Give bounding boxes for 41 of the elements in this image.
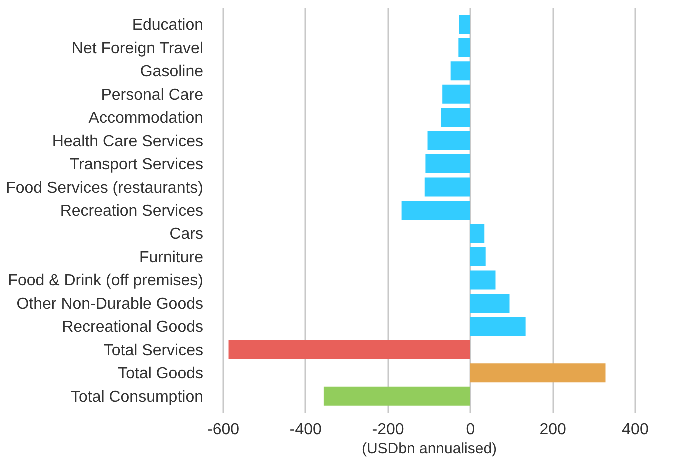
x-axis-title: (USDbn annualised): [362, 440, 498, 458]
y-tick-label: Food Services (restaurants): [6, 180, 204, 197]
bar: [470, 270, 496, 290]
x-tick-label: 400: [622, 422, 649, 438]
bar: [470, 247, 486, 266]
bar: [428, 131, 470, 150]
bar: [470, 364, 606, 383]
bar: [441, 108, 470, 128]
y-tick-label: Total Consumption: [70, 388, 204, 406]
bar: [459, 15, 470, 34]
y-tick-label: Education: [132, 17, 204, 34]
x-tick-label: -200: [372, 422, 404, 438]
bar: [450, 62, 470, 81]
y-tick-label: Transport Services: [70, 156, 204, 174]
bar: [426, 154, 470, 174]
bar: [424, 178, 470, 197]
bar: [442, 84, 470, 104]
bar: [470, 294, 510, 313]
y-tick-label: Net Foreign Travel: [72, 40, 204, 58]
y-tick-label: Accommodation: [88, 110, 204, 128]
y-tick-label: Gasoline: [140, 64, 204, 81]
y-tick-label: Other Non-Durable Goods: [16, 296, 204, 313]
y-tick-label: Cars: [170, 226, 204, 244]
x-tick-label: 200: [540, 422, 567, 438]
x-tick-label: 0: [466, 422, 476, 438]
x-tick-label: -400: [290, 422, 322, 438]
y-tick-label: Furniture: [139, 249, 204, 266]
y-tick-label: Recreation Services: [60, 203, 204, 220]
y-tick-label: Personal Care: [101, 86, 204, 104]
y-tick-label: Total Services: [104, 342, 204, 360]
y-tick-label: Total Goods: [118, 366, 204, 383]
x-tick-label: -600: [207, 422, 240, 438]
bar: [458, 38, 470, 58]
bar: [228, 340, 470, 360]
y-tick-label: Food & Drink (off premises): [8, 272, 204, 290]
bar: [470, 224, 485, 244]
bar: [470, 317, 526, 336]
y-tick-label: Recreational Goods: [62, 319, 204, 336]
y-tick-label: Health Care Services: [52, 133, 204, 150]
bar: [324, 386, 470, 406]
bar: [402, 201, 470, 220]
